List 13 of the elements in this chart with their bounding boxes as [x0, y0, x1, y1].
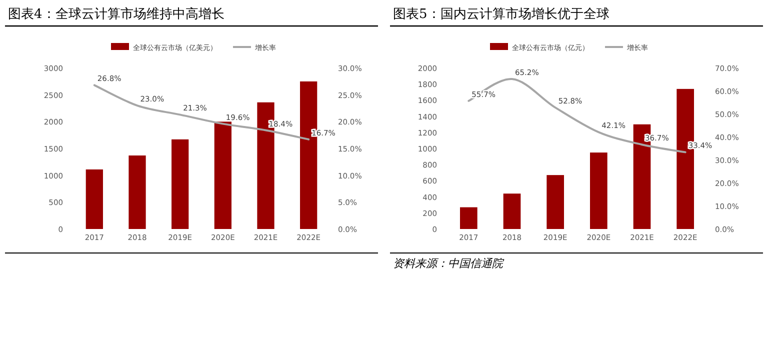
- chart-title: 图表4：全球云计算市场维持中高增长: [8, 6, 224, 22]
- line-series: [93, 84, 310, 140]
- bar: [590, 152, 608, 229]
- bar: [546, 175, 564, 229]
- text: 资料来源：中国信通院: [393, 257, 505, 270]
- bar: [128, 155, 146, 229]
- bar: [172, 139, 189, 229]
- bar: [86, 169, 103, 229]
- bar: [214, 122, 232, 229]
- line-series: [468, 78, 686, 154]
- chart-title: 图表5：国内云计算市场增长优于全球: [393, 7, 610, 22]
- bar: [460, 207, 478, 229]
- bar: [503, 194, 521, 229]
